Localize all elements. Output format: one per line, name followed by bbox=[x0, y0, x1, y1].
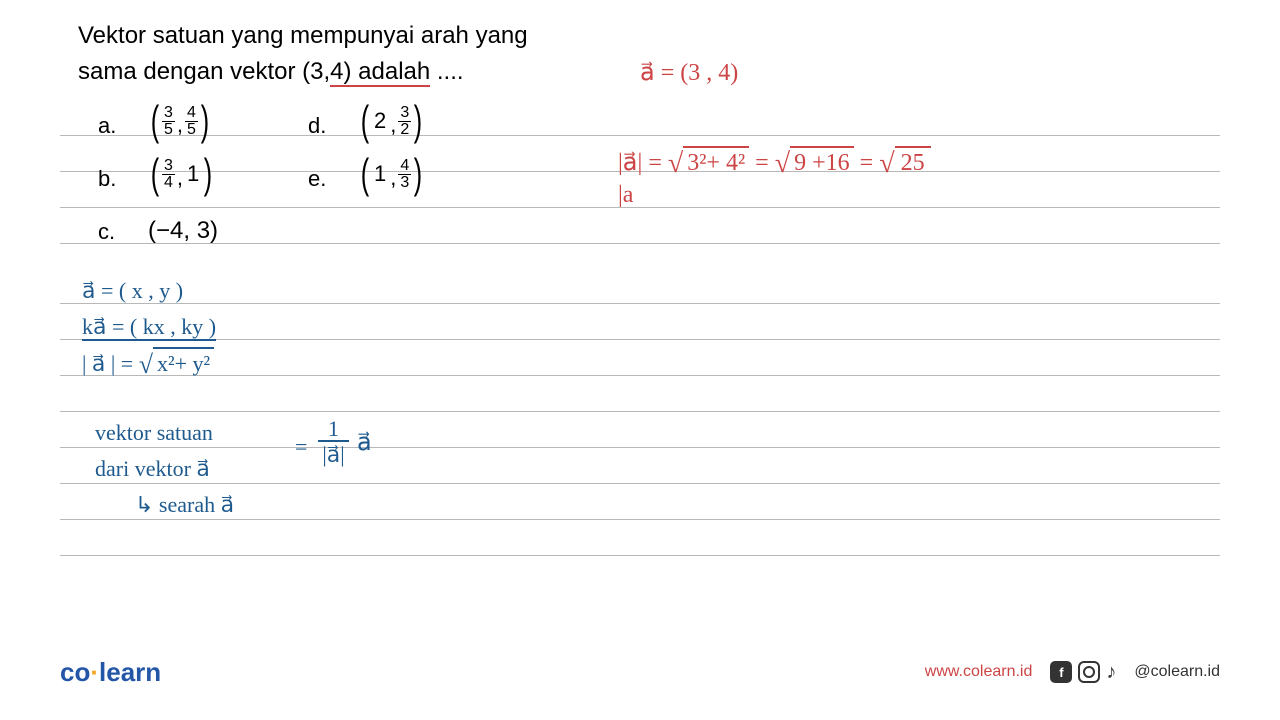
red-work-expr1: 3²+ 4² bbox=[683, 146, 749, 176]
instagram-icon bbox=[1078, 661, 1100, 683]
question-line2: sama dengan vektor (3,4) adalah .... bbox=[78, 58, 464, 86]
blue-work-l5-frac: 1 |a⃗| a⃗ bbox=[318, 418, 372, 466]
footer-handle: @colearn.id bbox=[1134, 663, 1220, 681]
option-value: 1 bbox=[185, 161, 201, 187]
blue-work-l6: ↳ searah a⃗ bbox=[135, 492, 234, 518]
logo-co: co bbox=[60, 657, 90, 687]
ruled-line bbox=[60, 339, 1220, 340]
social-icons: f ♪ bbox=[1050, 661, 1116, 684]
ruled-line bbox=[60, 207, 1220, 208]
ruled-line bbox=[60, 411, 1220, 412]
facebook-icon: f bbox=[1050, 661, 1072, 683]
blue-l5-rhs: a⃗ bbox=[357, 428, 372, 457]
question-line2-post: .... bbox=[430, 58, 463, 85]
footer: co·learn www.colearn.id f ♪ @colearn.id bbox=[0, 652, 1280, 692]
option-e-label: e. bbox=[308, 166, 326, 192]
frac-den: 3 bbox=[398, 175, 411, 191]
blue-l2-text: ka⃗ = ( kx , ky ) bbox=[82, 314, 216, 341]
footer-right: www.colearn.id f ♪ @colearn.id bbox=[925, 661, 1220, 684]
ruled-line bbox=[60, 555, 1220, 556]
blue-work-l2: ka⃗ = ( kx , ky ) bbox=[82, 314, 216, 340]
logo-dot: · bbox=[90, 657, 99, 687]
footer-url: www.colearn.id bbox=[925, 663, 1033, 681]
ruled-line bbox=[60, 303, 1220, 304]
question-line1: Vektor satuan yang mempunyai arah yang bbox=[78, 22, 528, 50]
red-work-line2: |a⃗| = √3²+ 4² = √9 +16 = √25 bbox=[618, 148, 931, 180]
ruled-line bbox=[60, 243, 1220, 244]
blue-work-l5-eq: = bbox=[295, 434, 307, 460]
option-a-label: a. bbox=[98, 113, 116, 139]
option-c-label: c. bbox=[98, 219, 115, 245]
option-a-content: ( 35 , 45 ) bbox=[148, 100, 212, 142]
frac-den: 5 bbox=[162, 122, 175, 138]
frac-num: 3 bbox=[162, 158, 175, 175]
red-work-line1: a⃗ = (3 , 4) bbox=[640, 58, 738, 87]
ruled-line bbox=[60, 135, 1220, 136]
blue-work-l1: a⃗ = ( x , y ) bbox=[82, 278, 183, 304]
option-value: 1 bbox=[372, 161, 388, 187]
ruled-line bbox=[60, 483, 1220, 484]
frac-num: 4 bbox=[398, 158, 411, 175]
blue-l3-expr: x²+ y² bbox=[153, 347, 214, 376]
blue-work-l3: | a⃗ | = √x²+ y² bbox=[82, 350, 214, 380]
ruled-line bbox=[60, 447, 1220, 448]
question-line2-pre: sama dengan vektor (3, bbox=[78, 58, 330, 85]
option-value: 2 bbox=[372, 108, 388, 134]
frac-den: 5 bbox=[185, 122, 198, 138]
option-e-content: ( 1 , 43 ) bbox=[358, 153, 425, 195]
frac-num: 3 bbox=[398, 105, 411, 122]
red-work-lhs: |a⃗| = bbox=[618, 150, 668, 176]
blue-work-l5-pre: dari vektor a⃗ bbox=[95, 456, 210, 482]
frac-den: 4 bbox=[162, 175, 175, 191]
frac-num: 4 bbox=[185, 105, 198, 122]
red-work-eq2: = bbox=[860, 150, 880, 176]
ruled-line bbox=[60, 519, 1220, 520]
blue-frac-num: 1 bbox=[318, 418, 349, 442]
red-work-eq: = bbox=[755, 150, 775, 176]
slide: Vektor satuan yang mempunyai arah yang s… bbox=[0, 0, 1280, 720]
logo: co·learn bbox=[60, 657, 161, 688]
tiktok-icon: ♪ bbox=[1106, 661, 1116, 684]
frac-num: 3 bbox=[162, 105, 175, 122]
option-d-content: ( 2 , 32 ) bbox=[358, 100, 425, 142]
question-line2-underlined: 4) adalah bbox=[330, 58, 430, 87]
option-b-label: b. bbox=[98, 166, 116, 192]
blue-frac-den: |a⃗| bbox=[318, 442, 348, 466]
red-work-expr3: 25 bbox=[895, 146, 931, 176]
logo-learn: learn bbox=[99, 657, 161, 687]
red-work-expr2: 9 +16 bbox=[790, 146, 854, 176]
ruled-line bbox=[60, 375, 1220, 376]
frac-den: 2 bbox=[398, 122, 411, 138]
option-d-label: d. bbox=[308, 113, 326, 139]
option-c-content: (−4, 3) bbox=[148, 217, 218, 245]
red-work-line3: |a bbox=[618, 182, 633, 209]
option-b-content: ( 34 , 1 ) bbox=[148, 153, 215, 195]
blue-work-l4: vektor satuan bbox=[95, 420, 213, 446]
blue-l3-pre: | a⃗ | = bbox=[82, 351, 139, 376]
